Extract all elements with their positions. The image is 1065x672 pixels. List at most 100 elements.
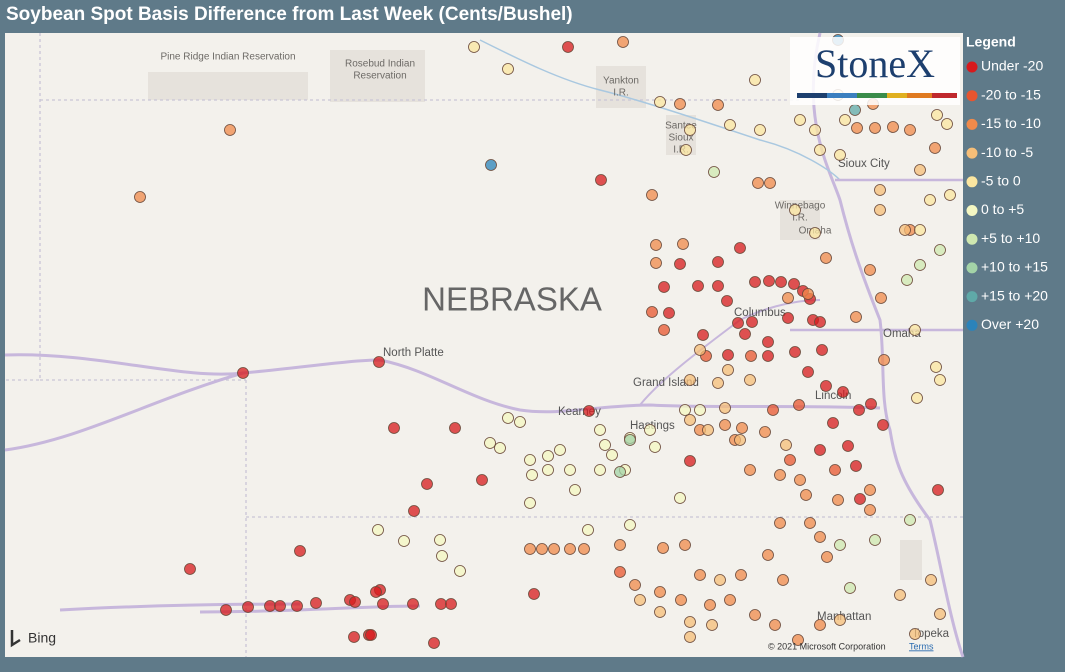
location-marker <box>934 244 946 256</box>
location-marker <box>548 543 560 555</box>
legend-title: Legend <box>966 34 1016 50</box>
location-marker <box>732 317 744 329</box>
location-marker <box>449 422 461 434</box>
map-label: Pine Ridge Indian Reservation <box>160 52 295 63</box>
map-label: Santee <box>665 121 697 132</box>
location-marker <box>834 149 846 161</box>
location-marker <box>869 122 881 134</box>
legend-label: +5 to +10 <box>981 230 1040 246</box>
location-marker <box>735 569 747 581</box>
location-marker <box>702 424 714 436</box>
bing-icon <box>10 630 21 648</box>
location-marker <box>914 164 926 176</box>
location-marker <box>526 469 538 481</box>
location-marker <box>421 478 433 490</box>
location-marker <box>780 439 792 451</box>
location-marker <box>704 599 716 611</box>
location-marker <box>649 441 661 453</box>
location-marker <box>675 594 687 606</box>
location-marker <box>644 424 656 436</box>
location-marker <box>706 619 718 631</box>
location-marker <box>629 579 641 591</box>
location-marker <box>842 440 854 452</box>
location-marker <box>684 455 696 467</box>
location-marker <box>650 257 662 269</box>
location-marker <box>134 191 146 203</box>
location-marker <box>484 437 496 449</box>
location-marker <box>684 631 696 643</box>
map-label: Topeka <box>912 628 950 640</box>
location-marker <box>663 307 675 319</box>
location-marker <box>834 539 846 551</box>
legend-swatch <box>966 291 978 303</box>
location-marker <box>878 354 890 366</box>
location-marker <box>554 444 566 456</box>
map-label: I.R. <box>613 88 629 99</box>
location-marker <box>494 442 506 454</box>
location-marker <box>435 598 447 610</box>
location-marker <box>774 469 786 481</box>
location-marker <box>814 144 826 156</box>
location-marker <box>264 600 276 612</box>
location-marker <box>294 545 306 557</box>
location-marker <box>658 281 670 293</box>
location-marker <box>617 36 629 48</box>
legend-swatch <box>966 262 978 274</box>
location-marker <box>722 364 734 376</box>
location-marker <box>814 531 826 543</box>
location-marker <box>869 534 881 546</box>
legend-swatch <box>966 61 978 73</box>
location-marker <box>712 280 724 292</box>
map-label: Reservation <box>353 71 406 82</box>
legend-label: 0 to +5 <box>981 201 1024 217</box>
location-marker <box>697 329 709 341</box>
location-marker <box>536 543 548 555</box>
location-marker <box>564 464 576 476</box>
location-marker <box>763 275 775 287</box>
location-marker <box>724 119 736 131</box>
terms-link[interactable]: Terms <box>909 641 934 651</box>
location-marker <box>736 422 748 434</box>
location-marker <box>782 292 794 304</box>
location-marker <box>875 292 887 304</box>
location-marker <box>542 450 554 462</box>
location-marker <box>932 484 944 496</box>
location-marker <box>864 484 876 496</box>
legend-swatch <box>966 147 978 159</box>
location-marker <box>887 121 899 133</box>
location-marker <box>674 492 686 504</box>
location-marker <box>679 404 691 416</box>
location-marker <box>377 598 389 610</box>
location-marker <box>901 274 913 286</box>
location-marker <box>894 589 906 601</box>
legend-label: Under -20 <box>981 58 1043 74</box>
location-marker <box>802 366 814 378</box>
legend-swatch <box>966 205 978 216</box>
map-label: North Platte <box>383 347 444 359</box>
location-marker <box>774 517 786 529</box>
location-marker <box>684 124 696 136</box>
map-canvas <box>5 33 963 657</box>
location-marker <box>694 569 706 581</box>
legend: Under -20 -20 to -15 -15 to -10 -10 to -5 -5… <box>966 58 1048 332</box>
map-label: Yankton <box>603 76 639 87</box>
location-marker <box>864 504 876 516</box>
location-marker <box>524 543 536 555</box>
location-marker <box>564 543 576 555</box>
location-marker <box>542 464 554 476</box>
location-marker <box>654 586 666 598</box>
location-marker <box>734 434 746 446</box>
legend-swatch <box>966 118 978 130</box>
location-marker <box>476 474 488 486</box>
location-marker <box>614 539 626 551</box>
location-marker <box>372 524 384 536</box>
location-marker <box>370 586 382 598</box>
location-marker <box>777 574 789 586</box>
location-marker <box>237 367 249 379</box>
location-marker <box>850 311 862 323</box>
location-marker <box>925 574 937 586</box>
location-marker <box>524 454 536 466</box>
location-marker <box>708 166 720 178</box>
location-marker <box>365 629 377 641</box>
